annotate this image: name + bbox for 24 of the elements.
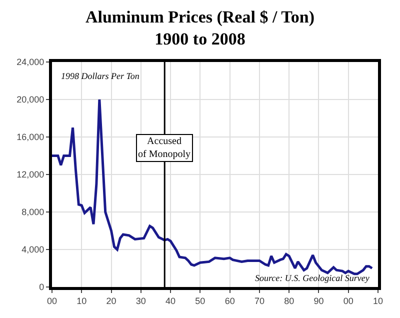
y-tick-label: 12,000 [16,170,44,180]
x-tick-label: 10 [76,296,87,306]
x-tick-label: 60 [224,296,235,306]
chart-title: Aluminum Prices (Real $ / Ton) 1900 to 2008 [85,7,315,48]
line-series [52,98,374,276]
annotation: Source: U.S. Geological Survey [255,273,370,283]
y-tick-label: 20,000 [16,94,44,105]
x-tick-label: 40 [166,296,176,306]
x-tick-label: 80 [284,296,294,306]
x-tick-label: 00 [46,296,58,306]
y-tick-label: 0 [39,282,44,292]
y-tick-label: 24,000 [16,57,44,68]
y-tick-label: 4,000 [22,244,44,255]
y-tick-label: 8,000 [22,207,44,218]
x-tick-label: 50 [195,296,206,306]
x-tick-label: 00 [343,296,354,306]
ref-line-label: Accused of Monopoly [138,136,190,160]
x-tick-label: 90 [314,296,324,306]
annotation: 1998 Dollars Per Ton [61,71,140,81]
x-tick-label: 70 [254,296,264,306]
x-tick-label: 20 [106,296,116,306]
x-tick-label: 10 [372,296,384,306]
y-tick-label: 16,000 [16,132,44,142]
x-tick-label: 30 [136,296,146,306]
